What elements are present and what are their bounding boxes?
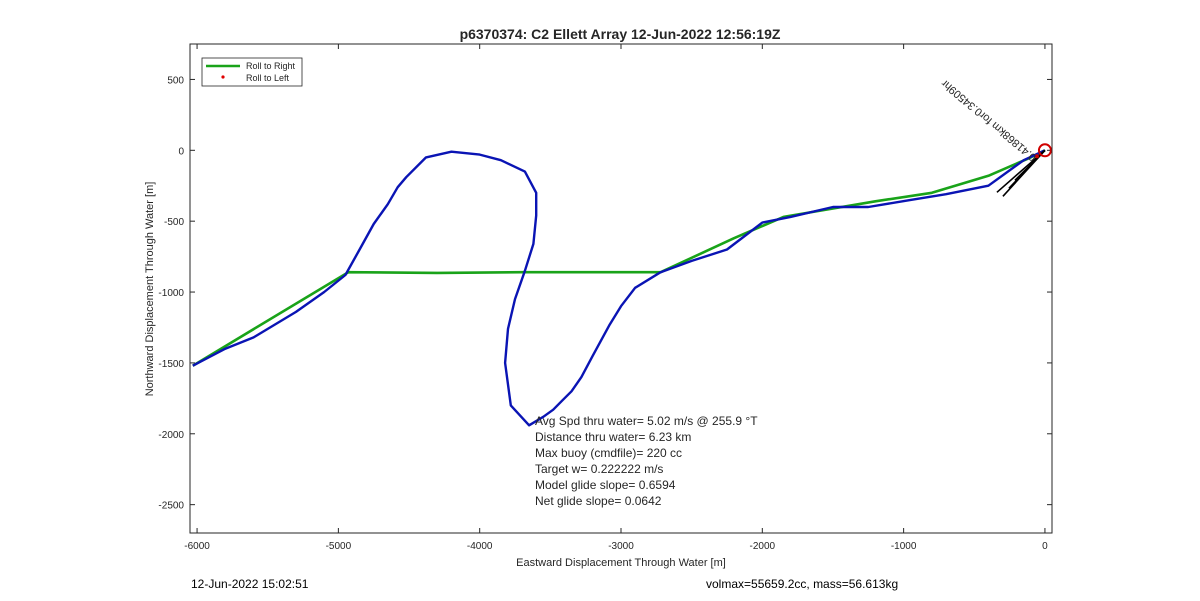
vector-line <box>1014 149 1046 181</box>
x-tick-label: -1000 <box>891 541 917 552</box>
stats-line: Target w= 0.222222 m/s <box>535 462 663 476</box>
y-tick-label: -1500 <box>158 359 184 370</box>
y-axis-label: Northward Displacement Through Water [m] <box>144 182 156 397</box>
legend-dot-swatch <box>221 75 225 79</box>
stats-line: Max buoy (cmdfile)= 220 cc <box>535 446 682 460</box>
y-tick-label: 0 <box>178 146 184 157</box>
x-tick-label: -2000 <box>750 541 776 552</box>
plot-lines <box>192 149 1046 427</box>
stats-line: Net glide slope= 0.0642 <box>535 494 662 508</box>
stats-line: Model glide slope= 0.6594 <box>535 478 676 492</box>
stats-line: Avg Spd thru water= 5.02 m/s @ 255.9 °T <box>535 414 758 428</box>
roll-right-line <box>192 149 1046 367</box>
legend: Roll to Right Roll to Left <box>201 57 303 87</box>
chart-title: p6370374: C2 Ellett Array 12-Jun-2022 12… <box>460 26 781 42</box>
footer-vehicle-info: volmax=55659.2cc, mass=56.613kg <box>706 577 899 591</box>
y-tick-label: 500 <box>167 75 184 86</box>
legend-label: Roll to Left <box>246 73 290 83</box>
y-tick-label: -2500 <box>158 501 184 512</box>
roll-left-point <box>1034 154 1039 159</box>
legend-label: Roll to Right <box>246 61 296 71</box>
x-tick-label: -6000 <box>184 541 210 552</box>
stats-line: Distance thru water= 6.23 km <box>535 430 691 444</box>
x-tick-label: -5000 <box>326 541 352 552</box>
x-tick-label: -4000 <box>467 541 493 552</box>
x-tick-label: 0 <box>1042 541 1048 552</box>
stats-text: Avg Spd thru water= 5.02 m/s @ 255.9 °T D… <box>535 414 758 508</box>
y-tick-label: -500 <box>164 217 184 228</box>
legend-box <box>201 57 303 87</box>
end-marker <box>1037 143 1052 158</box>
x-tick-label: -3000 <box>608 541 634 552</box>
y-tick-label: -1000 <box>158 288 184 299</box>
footer-timestamp: 12-Jun-2022 15:02:51 <box>191 577 309 591</box>
axes-box <box>189 43 1053 534</box>
track-line <box>192 149 1046 427</box>
x-axis-label: Eastward Displacement Through Water [m] <box>516 557 726 569</box>
y-tick-label: -2000 <box>158 430 184 441</box>
